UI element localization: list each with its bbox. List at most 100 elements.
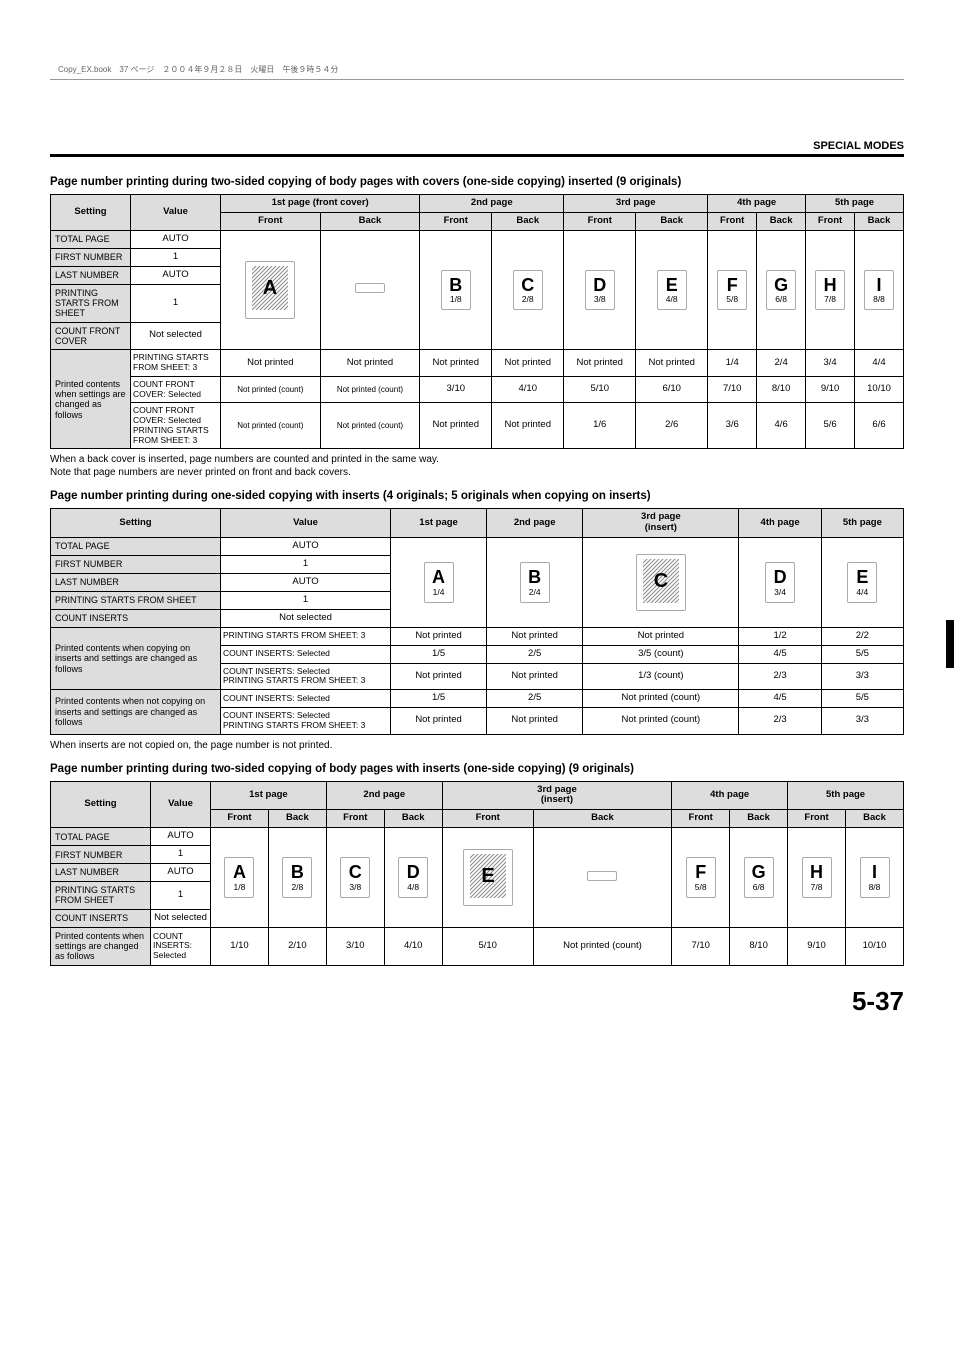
t2-pc4: E4/4 [821,538,903,628]
t3-pc9: I8/8 [846,828,904,927]
t1-pc5: E4/8 [636,230,708,349]
t1-cr2-c3: Not printed [492,403,564,449]
t3-cr0-c2: 3/10 [326,927,384,965]
t1-cr2-c7: 4/6 [757,403,806,449]
t2-changed-label1: Printed contents when copying on inserts… [51,627,221,689]
t2-cr21-c4: 3/3 [821,708,903,735]
t2-cr21-label: COUNT INSERTS: Selected PRINTING STARTS … [221,708,391,735]
t2-h-p1: 1st page [391,509,487,538]
t3-pc0: A1/8 [211,828,269,927]
t3-cr0-c4: 5/10 [442,927,533,965]
t1-cr0-c6: 1/4 [708,350,757,377]
t1-cr0-c0: Not printed [221,350,321,377]
t1-sub: Back [757,212,806,230]
t3-r2-value: AUTO [151,864,211,882]
t3-cr0-c3: 4/10 [384,927,442,965]
t1-cr0-c2: Not printed [420,350,492,377]
t3-h-p1: 1st page [211,781,327,810]
t1-r2-setting: LAST NUMBER [51,266,131,284]
table2-title: Page number printing during one-sided co… [50,489,904,504]
t1-r3-value: 1 [131,284,221,322]
t2-cr12-c2: 1/3 (count) [583,663,739,690]
t2-cr10-c2: Not printed [583,627,739,645]
t3-sub: Back [846,810,904,828]
t1-cr2-c0: Not printed (count) [221,403,321,449]
t3-h-setting: Setting [51,781,151,828]
t2-cr11-c0: 1/5 [391,645,487,663]
t1-sub: Front [708,212,757,230]
t1-cr0-label: PRINTING STARTS FROM SHEET: 3 [131,350,221,377]
t1-cr0-c9: 4/4 [855,350,904,377]
t1-r4-setting: COUNT FRONT COVER [51,322,131,350]
svg-text:A: A [263,277,277,299]
t1-cr2-c5: 2/6 [636,403,708,449]
t1-cr1-c1: Not printed (count) [320,376,420,403]
t1-sub: Back [492,212,564,230]
t2-r3-value: 1 [221,591,391,609]
t3-h-p5: 5th page [788,781,904,810]
t3-cr0-c9: 10/10 [846,927,904,965]
t3-sub: Back [533,810,672,828]
t3-h-p3: 3rd page (insert) [442,781,672,810]
t3-pc7: G6/8 [730,828,788,927]
t2-r1-value: 1 [221,556,391,574]
t1-r2-value: AUTO [131,266,221,284]
t3-pc5 [533,828,672,927]
t2-cr20-c3: 4/5 [739,690,821,708]
t1-h-p2: 2nd page [420,194,564,212]
table1: Setting Value 1st page (front cover) 2nd… [50,194,904,449]
t2-cr12-c4: 3/3 [821,663,903,690]
t1-r1-value: 1 [131,248,221,266]
t1-cr2-c2: Not printed [420,403,492,449]
t1-cr1-c3: 4/10 [492,376,564,403]
t3-cr0-c7: 8/10 [730,927,788,965]
t3-cr0-c1: 2/10 [268,927,326,965]
t1-cr1-c0: Not printed (count) [221,376,321,403]
t1-cr2-c1: Not printed (count) [320,403,420,449]
t2-r2-setting: LAST NUMBER [51,574,221,592]
t2-cr12-c0: Not printed [391,663,487,690]
t2-h-setting: Setting [51,509,221,538]
t2-cr21-c0: Not printed [391,708,487,735]
table3: Setting Value 1st page 2nd page 3rd page… [50,781,904,966]
t1-h-p1: 1st page (front cover) [221,194,420,212]
t3-sub: Back [268,810,326,828]
t1-cr2-c4: 1/6 [564,403,636,449]
t3-r3-value: 1 [151,882,211,910]
t2-pc3: D3/4 [739,538,821,628]
t2-pc2: C [583,538,739,628]
t1-cr1-c2: 3/10 [420,376,492,403]
t1-cr2-c6: 3/6 [708,403,757,449]
t1-cr1-c7: 8/10 [757,376,806,403]
t2-h-p5: 5th page [821,509,903,538]
t2-cr20-c0: 1/5 [391,690,487,708]
table2: Setting Value 1st page 2nd page 3rd page… [50,508,904,734]
t1-cr0-c4: Not printed [564,350,636,377]
t3-cr0-c8: 9/10 [788,927,846,965]
t2-cr11-label: COUNT INSERTS: Selected [221,645,391,663]
t3-pc3: D4/8 [384,828,442,927]
t3-r3-setting: PRINTING STARTS FROM SHEET [51,882,151,910]
svg-text:E: E [481,865,494,887]
t3-sub: Front [326,810,384,828]
t3-r1-setting: FIRST NUMBER [51,846,151,864]
table1-title: Page number printing during two-sided co… [50,175,904,190]
t3-r0-value: AUTO [151,828,211,846]
t2-cr12-c3: 2/3 [739,663,821,690]
t3-h-p4: 4th page [672,781,788,810]
t3-pc8: H7/8 [788,828,846,927]
t1-cr1-c5: 6/10 [636,376,708,403]
t2-r2-value: AUTO [221,574,391,592]
t1-cr1-c9: 10/10 [855,376,904,403]
t3-changed-label: Printed contents when settings are chang… [51,927,151,965]
svg-text:C: C [654,570,668,592]
page-number: 5-37 [50,986,904,1017]
t1-r3-setting: PRINTING STARTS FROM SHEET [51,284,131,322]
t3-h-value: Value [151,781,211,828]
t2-cr10-c1: Not printed [487,627,583,645]
t3-r4-setting: COUNT INSERTS [51,909,151,927]
t1-pc9: I8/8 [855,230,904,349]
table1-note: When a back cover is inserted, page numb… [50,453,904,479]
section-header: SPECIAL MODES [50,140,904,157]
t3-pc6: F5/8 [672,828,730,927]
